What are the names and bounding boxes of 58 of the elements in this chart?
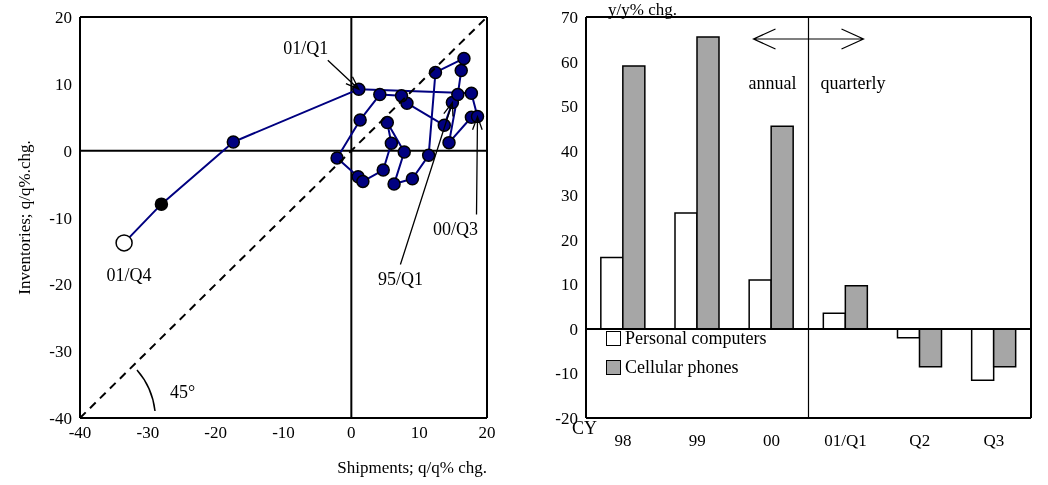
y-axis-title: y/y% chg. — [608, 0, 677, 20]
point — [330, 151, 344, 165]
point — [380, 115, 395, 130]
y-tick-label: 70 — [561, 8, 578, 28]
y-tick-label: -20 — [49, 275, 72, 295]
point — [387, 177, 401, 191]
x-tick-label: 99 — [688, 431, 706, 451]
y-tick-label: 0 — [569, 319, 578, 339]
y-tick-label: 50 — [561, 97, 578, 117]
y-tick-label: 20 — [55, 8, 72, 28]
y-axis-title: Inventories; q/q%.chg. — [14, 140, 34, 295]
point — [384, 136, 399, 151]
y-tick-label: -30 — [49, 342, 72, 362]
x-tick-label: 20 — [478, 423, 496, 443]
annotation: 01/Q4 — [106, 264, 152, 285]
y-tick-label: 30 — [561, 186, 578, 206]
x-tick-label: 98 — [614, 431, 632, 451]
y-tick-label: 10 — [55, 74, 72, 94]
x-tick-label: 10 — [410, 423, 428, 443]
annotation: 45° — [170, 382, 196, 402]
y-tick-label: 40 — [561, 141, 578, 161]
y-tick-label: -10 — [49, 208, 72, 228]
annotation: 01/Q1 — [283, 38, 329, 59]
point — [394, 89, 409, 103]
annotation: annual — [748, 73, 797, 93]
x-tick-label: 00 — [762, 431, 780, 451]
point — [226, 135, 241, 149]
y-tick-label: 10 — [561, 275, 578, 295]
x-tick-label: Q3 — [983, 431, 1005, 451]
point — [405, 171, 420, 186]
point — [356, 174, 370, 189]
point — [451, 87, 465, 102]
annotation: 95/Q1 — [377, 268, 423, 289]
point — [421, 148, 436, 163]
point — [457, 51, 471, 66]
y-tick-label: 0 — [63, 141, 72, 161]
x-axis-title: Shipments; q/q% chg. — [337, 458, 487, 477]
point — [373, 87, 387, 102]
x-tick-label: -10 — [272, 423, 295, 443]
x-tick-label: -30 — [136, 423, 160, 443]
legend-label: Cellular phones — [625, 357, 739, 378]
point — [442, 135, 456, 150]
x-tick-label: 0 — [347, 423, 356, 443]
x-tick-label: Q2 — [909, 431, 931, 451]
y-tick-label: 20 — [561, 230, 578, 250]
annotation: 00/Q3 — [433, 218, 478, 239]
x-tick-label: 01/Q1 — [824, 431, 867, 451]
y-tick-label: 60 — [561, 52, 578, 72]
x-tick-label: -20 — [204, 423, 227, 443]
point — [376, 163, 390, 177]
point — [154, 197, 169, 211]
point — [353, 113, 367, 127]
point — [464, 86, 479, 100]
y-tick-label: -10 — [555, 364, 578, 384]
point — [454, 63, 468, 78]
point — [397, 145, 411, 159]
annotation: quarterly — [820, 73, 886, 93]
legend-label: Personal computers — [625, 328, 767, 349]
